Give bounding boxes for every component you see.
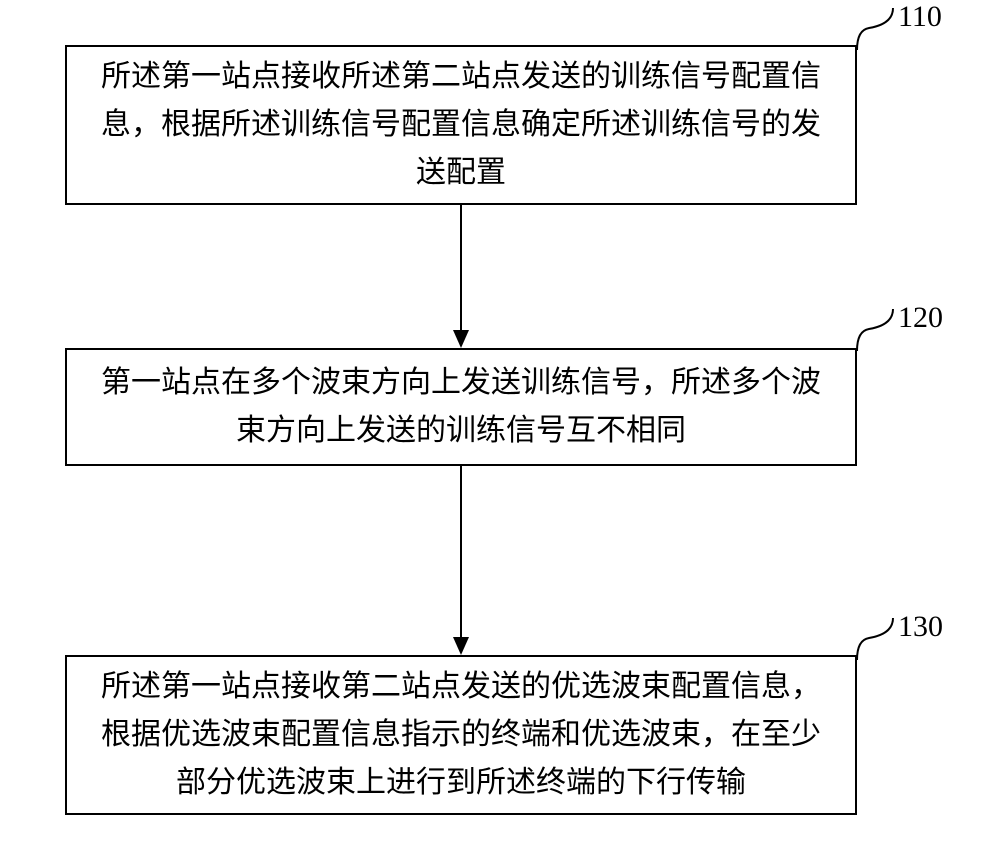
- step-130-label: 130: [898, 610, 943, 644]
- step-110-text: 所述第一站点接收所述第二站点发送的训练信号配置信息，根据所述训练信号配置信息确定…: [87, 53, 835, 197]
- step-130-box: 所述第一站点接收第二站点发送的优选波束配置信息，根据优选波束配置信息指示的终端和…: [65, 655, 857, 815]
- step-110-box: 所述第一站点接收所述第二站点发送的训练信号配置信息，根据所述训练信号配置信息确定…: [65, 45, 857, 205]
- step-120-label: 120: [898, 301, 943, 335]
- flowchart-container: 所述第一站点接收所述第二站点发送的训练信号配置信息，根据所述训练信号配置信息确定…: [0, 0, 1000, 845]
- step-130-callout: [855, 616, 895, 662]
- step-130-text: 所述第一站点接收第二站点发送的优选波束配置信息，根据优选波束配置信息指示的终端和…: [87, 663, 835, 807]
- step-120-callout: [855, 307, 895, 353]
- step-110-callout: [855, 6, 895, 52]
- arrow-120-to-130: [451, 466, 471, 655]
- step-120-text: 第一站点在多个波束方向上发送训练信号，所述多个波束方向上发送的训练信号互不相同: [87, 359, 835, 455]
- arrow-110-to-120: [451, 205, 471, 348]
- step-120-box: 第一站点在多个波束方向上发送训练信号，所述多个波束方向上发送的训练信号互不相同: [65, 348, 857, 466]
- step-110-label: 110: [898, 0, 942, 34]
